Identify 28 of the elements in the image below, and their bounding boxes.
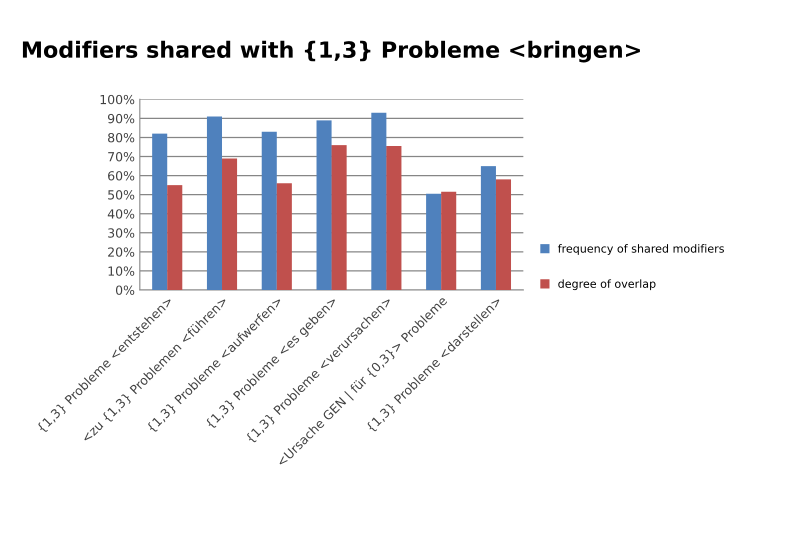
y-tick-label: 50% (108, 190, 134, 200)
y-tick-label: 10% (108, 266, 134, 276)
legend-label: frequency of shared modifiers (558, 244, 724, 255)
bar (152, 134, 168, 290)
bar (206, 116, 222, 290)
y-tick-label: 30% (108, 228, 134, 238)
y-tick-label: 40% (108, 209, 134, 219)
y-tick-label: 20% (108, 247, 134, 257)
bar (426, 194, 442, 290)
bar (371, 112, 386, 290)
bar (386, 146, 402, 290)
legend-label: degree of overlap (558, 279, 656, 290)
y-tick-label: 80% (108, 132, 134, 142)
bar (332, 145, 347, 290)
bar (441, 192, 456, 290)
bar (276, 183, 292, 290)
bar (262, 132, 277, 290)
bar (496, 179, 512, 290)
bar (480, 166, 496, 290)
y-tick-label: 100% (100, 94, 134, 104)
y-tick-label: 60% (108, 171, 134, 181)
bar (316, 120, 332, 290)
bar (222, 158, 238, 290)
bar (167, 185, 182, 290)
y-tick-label: 70% (108, 152, 134, 162)
y-tick-label: 0% (116, 285, 134, 295)
y-tick-label: 90% (108, 114, 134, 124)
chart-title: Modifiers shared with {1,3} Probleme <bringen> (22, 40, 640, 62)
